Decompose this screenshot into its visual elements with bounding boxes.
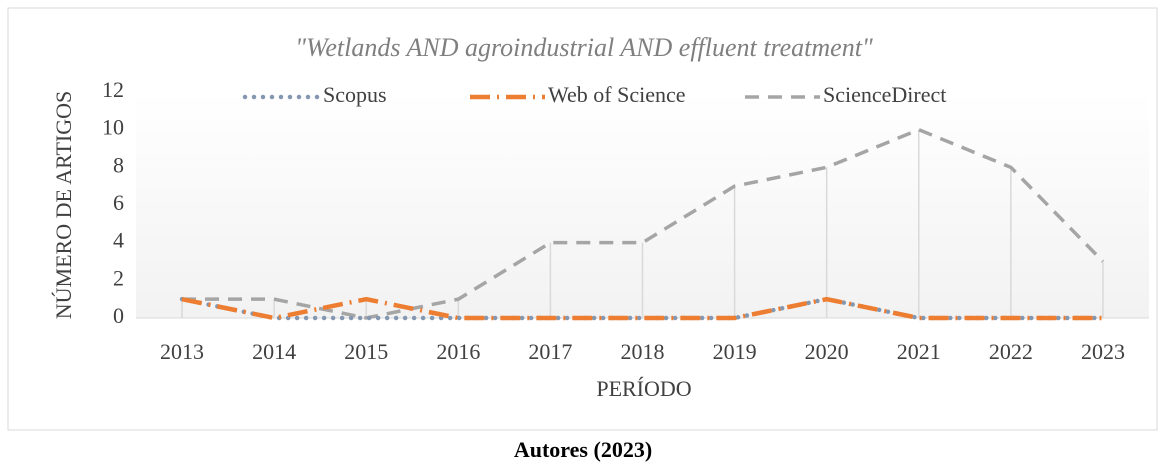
y-tick-label: 12	[102, 77, 124, 102]
x-tick-label: 2022	[989, 339, 1033, 364]
y-axis-title: NÚMERO DE ARTIGOS	[51, 91, 76, 319]
series-line	[179, 296, 1106, 321]
y-tick-label: 2	[113, 265, 124, 290]
x-tick-label: 2019	[713, 339, 757, 364]
y-tick-label: 4	[113, 228, 124, 253]
legend-label: Web of Science	[548, 82, 686, 107]
y-tick-label: 8	[113, 152, 124, 177]
series-line	[181, 296, 1103, 321]
x-tick-label: 2021	[897, 339, 941, 364]
x-tick-label: 2020	[805, 339, 849, 364]
x-tick-label: 2015	[344, 339, 388, 364]
x-tick-label: 2016	[436, 339, 480, 364]
caption: Autores (2023)	[514, 437, 652, 462]
x-tick-label: 2013	[160, 339, 204, 364]
legend-label: Scopus	[323, 82, 387, 107]
y-tick-label: 10	[102, 115, 124, 140]
y-tick-label: 0	[113, 303, 124, 328]
x-tick-label: 2014	[252, 339, 296, 364]
x-axis-title: PERÍODO	[596, 376, 691, 401]
legend-label: ScienceDirect	[823, 82, 946, 107]
x-tick-label: 2023	[1081, 339, 1125, 364]
x-tick-label: 2017	[528, 339, 572, 364]
series-line	[182, 127, 1105, 320]
chart-title: "Wetlands AND agroindustrial AND effluen…	[295, 33, 873, 62]
x-tick-label: 2018	[621, 339, 665, 364]
y-tick-label: 6	[113, 190, 124, 215]
